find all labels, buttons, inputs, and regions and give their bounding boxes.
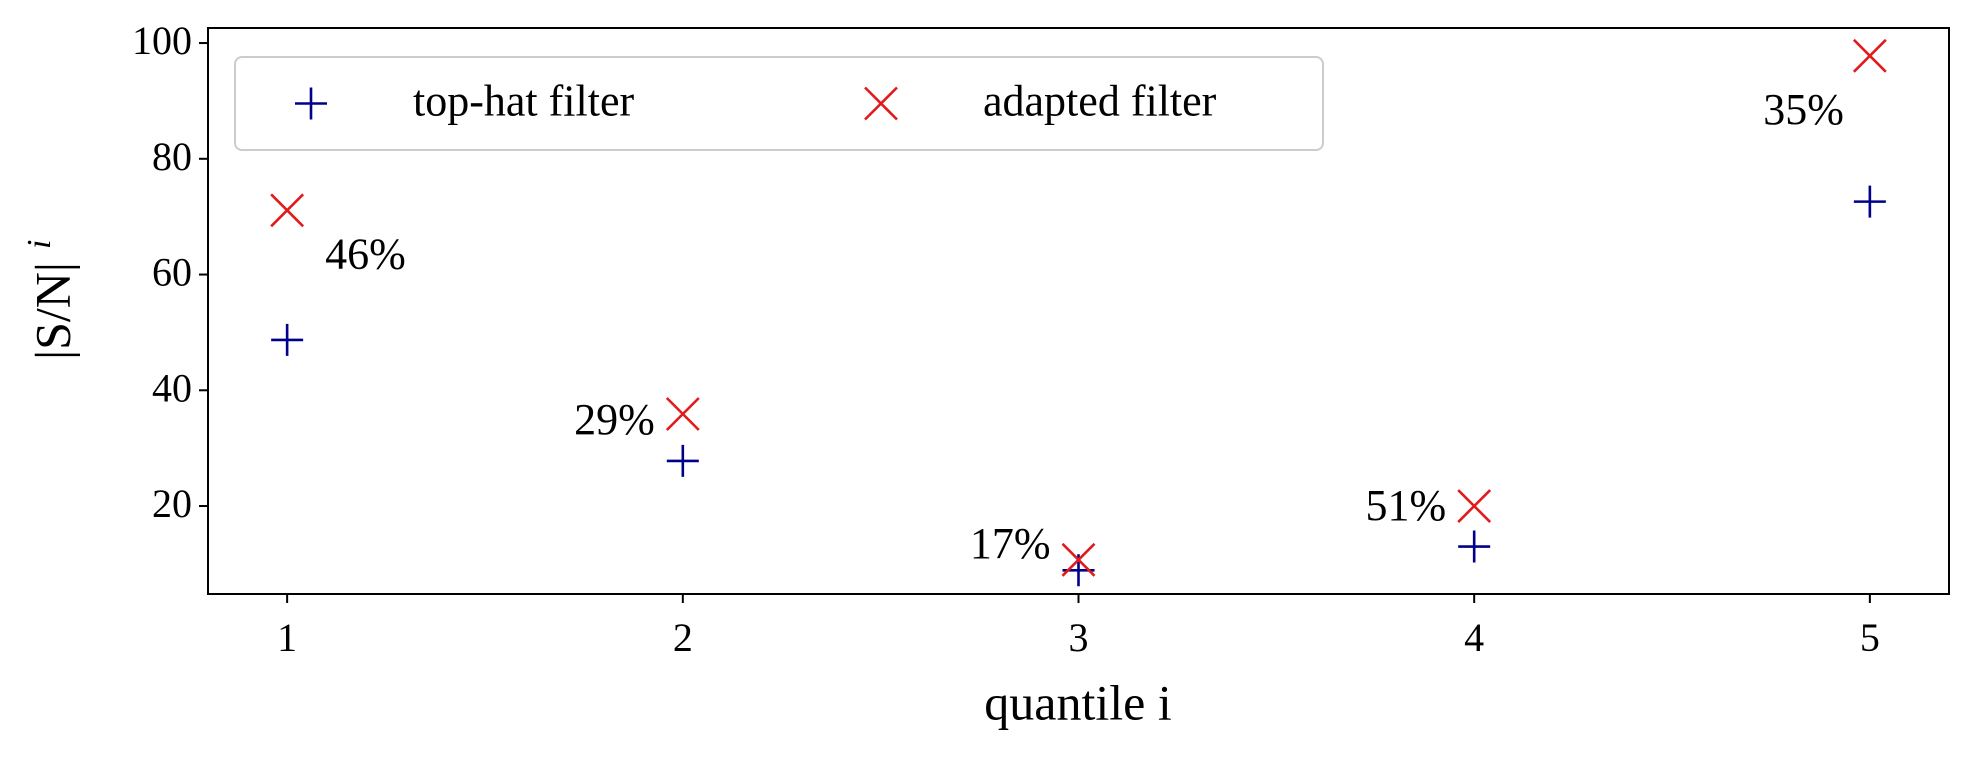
x-tick-label: 5 bbox=[1860, 615, 1880, 660]
y-tick-label: 40 bbox=[152, 365, 192, 410]
y-tick-label: 100 bbox=[132, 18, 192, 63]
legend-label: top-hat filter bbox=[413, 77, 634, 126]
data-point bbox=[1457, 489, 1492, 523]
data-point bbox=[271, 323, 304, 356]
x-tick-label: 4 bbox=[1464, 615, 1484, 660]
annotation: 51% bbox=[1366, 481, 1447, 530]
y-tick-label: 20 bbox=[152, 481, 192, 526]
y-axis-label: |S/N| bbox=[24, 262, 80, 360]
y-tick-label: 80 bbox=[152, 134, 192, 179]
legend-frame bbox=[234, 56, 1324, 151]
data-point bbox=[270, 193, 305, 228]
data-point bbox=[666, 444, 699, 477]
data-point bbox=[1852, 38, 1887, 73]
legend-marker bbox=[864, 86, 898, 121]
annotation: 17% bbox=[970, 519, 1051, 568]
legend-label: adapted filter bbox=[983, 77, 1217, 126]
data-point bbox=[1853, 185, 1886, 218]
annotation: 29% bbox=[574, 395, 655, 444]
x-tick-label: 3 bbox=[1069, 615, 1089, 660]
legend-marker bbox=[295, 87, 327, 120]
y-axis-label-group: |S/N| i bbox=[21, 240, 81, 360]
data-point bbox=[1061, 542, 1096, 577]
y-tick-label: 60 bbox=[152, 250, 192, 295]
x-axis-label: quantile i bbox=[984, 674, 1171, 730]
annotation: 35% bbox=[1763, 85, 1844, 134]
data-point bbox=[1458, 530, 1491, 563]
legend: top-hat filter adapted filter bbox=[234, 56, 1324, 151]
x-tick-label: 1 bbox=[277, 615, 297, 660]
x-tick-label: 2 bbox=[673, 615, 693, 660]
y-axis-label-superscript: i bbox=[21, 240, 58, 249]
data-point bbox=[665, 397, 700, 431]
annotation: 46% bbox=[325, 229, 406, 278]
